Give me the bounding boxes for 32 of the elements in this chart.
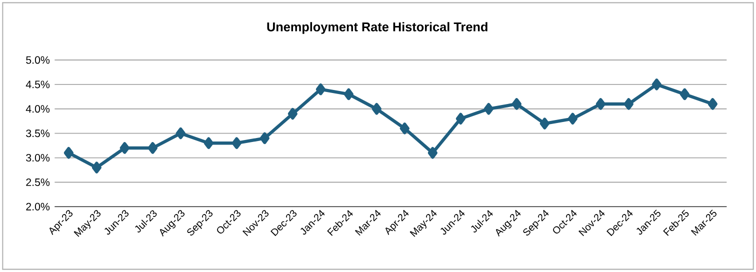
point xyxy=(400,122,410,134)
point xyxy=(596,98,606,110)
y-tick-label: 4.0% xyxy=(26,105,50,113)
point xyxy=(428,147,438,159)
point xyxy=(204,137,214,149)
point xyxy=(232,137,242,149)
point xyxy=(260,132,270,144)
point xyxy=(92,162,102,174)
point xyxy=(456,112,466,125)
point xyxy=(316,83,326,96)
point xyxy=(176,127,186,140)
point xyxy=(624,98,634,110)
point xyxy=(680,88,690,100)
y-tick-label: 4.5% xyxy=(26,80,50,88)
point xyxy=(64,147,74,159)
point xyxy=(148,142,158,154)
point xyxy=(512,98,522,110)
point xyxy=(372,103,382,115)
y-tick-label: 3.5% xyxy=(26,130,50,138)
y-tick-label: 2.5% xyxy=(26,178,50,186)
y-tick-label: 5.0% xyxy=(26,56,50,64)
y-tick-label: 3.0% xyxy=(26,154,50,162)
point xyxy=(540,118,550,130)
point xyxy=(288,108,298,120)
point xyxy=(652,78,662,90)
y-tick-label: 2.0% xyxy=(26,202,50,210)
point xyxy=(708,98,718,110)
point xyxy=(568,112,578,125)
point xyxy=(344,88,354,100)
point xyxy=(484,103,494,115)
point xyxy=(120,142,130,154)
chart-title: Unemployment Rate Historical Trend xyxy=(267,22,488,34)
